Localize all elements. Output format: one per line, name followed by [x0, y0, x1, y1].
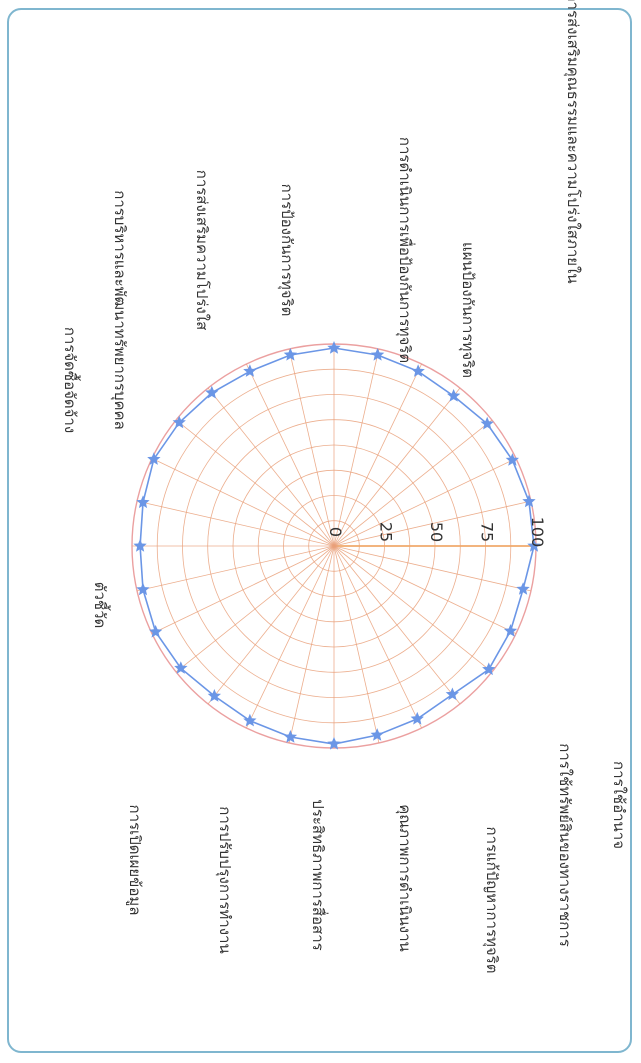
grid-spoke: [151, 458, 335, 547]
data-point: [283, 348, 298, 361]
grid-spoke: [207, 545, 335, 705]
grid-spoke: [151, 545, 335, 634]
data-point: [327, 341, 341, 354]
radial-tick-label: 75: [478, 522, 497, 542]
category-label: การป้องกันการทุจริต: [277, 184, 296, 317]
category-label: ตัวชี้วัด: [91, 582, 111, 629]
data-point: [174, 661, 188, 674]
data-point: [516, 582, 530, 595]
grid-spoke: [333, 363, 422, 547]
data-point: [505, 453, 519, 466]
grid-spoke: [333, 545, 461, 705]
data-point: [480, 416, 494, 430]
data-point: [445, 687, 459, 701]
category-label: การจัดซื้อจัดจ้าง: [61, 327, 81, 433]
grid-spokes: [132, 344, 536, 748]
grid-spoke: [246, 545, 335, 729]
data-point: [147, 452, 161, 465]
data-point: [243, 364, 257, 377]
chart-frame: [7, 8, 632, 1053]
data-point: [527, 539, 541, 552]
grid-spoke: [333, 545, 493, 673]
grid-spoke: [333, 349, 380, 547]
grid-spoke: [333, 545, 380, 743]
grid-spoke: [137, 545, 335, 592]
radial-tick-label: 0: [326, 527, 345, 537]
grid-spoke: [333, 500, 531, 547]
grid-spoke: [333, 419, 493, 547]
grid-spoke: [288, 545, 335, 743]
data-point: [207, 689, 221, 702]
grid-spoke: [246, 363, 335, 547]
series-layer: [133, 341, 541, 750]
data-point: [482, 662, 496, 676]
data-point: [447, 389, 461, 402]
data-point: [172, 415, 186, 429]
category-label: การบริหารและพัฒนาทรัพยากรบุคคล: [110, 190, 129, 430]
category-label: การปรับปรุงการทำงาน: [215, 806, 234, 953]
category-label: การแก้ปัญหาการทุจริต: [482, 827, 501, 974]
grid-spoke: [333, 545, 517, 634]
category-label: คุณภาพการดำเนินงาน: [395, 804, 414, 952]
data-point: [283, 730, 298, 743]
category-label: การเปิดเผยข้อมูล: [126, 805, 144, 916]
grid-spoke: [333, 545, 531, 592]
category-label: การใช้อำนาจ: [610, 761, 628, 849]
data-point: [205, 385, 219, 399]
data-point: [503, 624, 518, 637]
grid-spoke: [288, 349, 335, 547]
radial-tick-label: 50: [427, 522, 446, 542]
category-label: แผนป้องกันการทุจริต: [458, 242, 477, 378]
data-point: [370, 728, 384, 741]
data-point: [522, 494, 536, 508]
grid-spoke: [137, 500, 335, 547]
category-label: มาตรการส่งเสริมคุณธรรมและความโปร่งใสภายใ…: [563, 0, 582, 284]
data-point: [370, 348, 385, 361]
radial-tick-label: 100: [528, 517, 547, 548]
category-label: การส่งเสริมความโปร่งใส: [193, 170, 211, 330]
grid-spoke: [333, 458, 517, 547]
grid-spoke: [175, 545, 335, 673]
data-point: [149, 624, 163, 638]
radial-tick-labels: 0 25 50 75 100: [326, 517, 547, 548]
data-point: [136, 582, 150, 596]
data-point: [327, 737, 341, 750]
grid-spoke: [175, 419, 335, 547]
category-label: การใช้ทรัพย์สินของทางราชการ: [556, 743, 574, 947]
grid-spoke: [333, 387, 461, 547]
data-point: [410, 711, 424, 725]
category-label: ประสิทธิภาพการสื่อสาร: [309, 799, 329, 950]
data-point: [411, 364, 425, 377]
data-point: [243, 713, 257, 727]
radial-tick-label: 25: [377, 522, 396, 542]
data-point: [136, 495, 150, 509]
data-point: [133, 539, 147, 552]
grid-spoke: [207, 387, 335, 547]
category-label: การดำเนินการเพื่อป้องกันการทุจริต: [395, 137, 416, 363]
category-labels: การใช้อำนาจ การใช้ทรัพย์สินของทางราชการ กา…: [61, 0, 628, 973]
grid-spoke: [333, 545, 422, 729]
